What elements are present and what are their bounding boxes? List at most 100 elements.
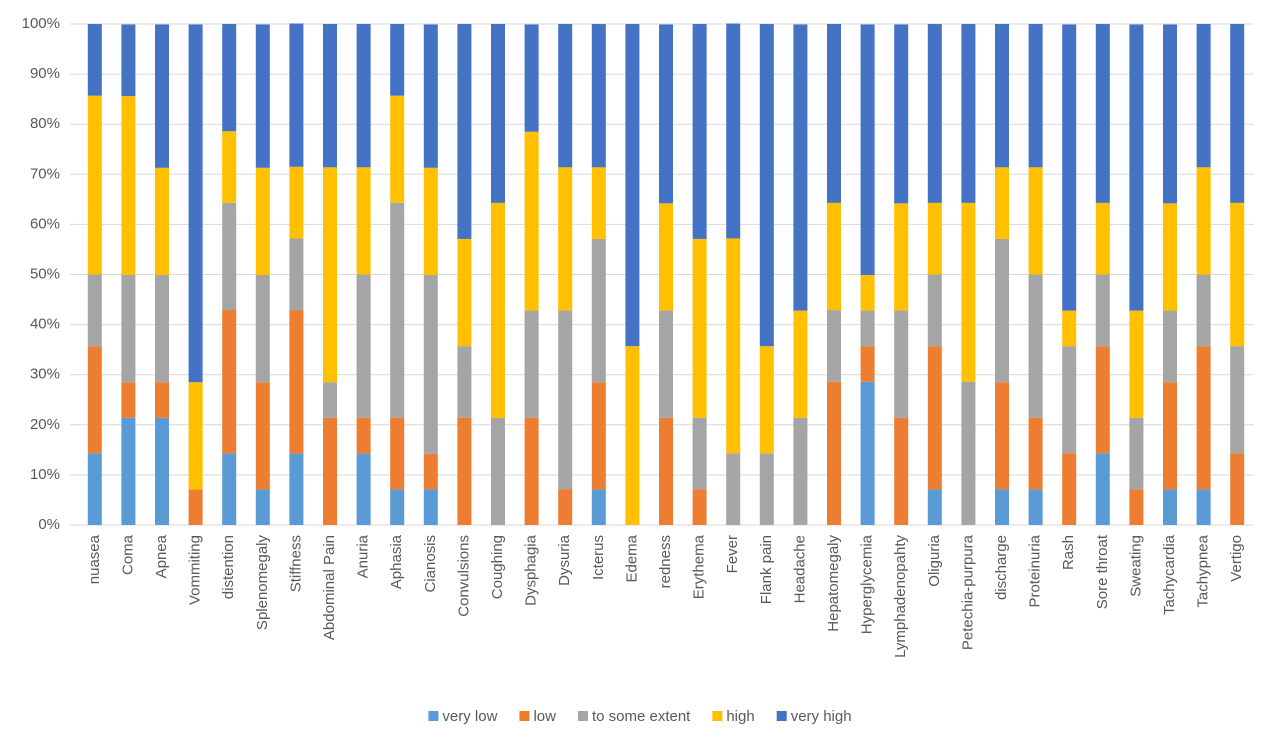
bar-segment [155,24,169,168]
bar-segment [1163,203,1177,311]
bar-segment [491,24,505,203]
bar-segment [121,275,136,383]
bar-segment [793,417,808,525]
bar-segment [289,310,304,454]
bar-segment [591,382,606,490]
x-tick-label: Dysphagia [523,534,540,606]
bar-segment [827,310,841,382]
legend-label: high [726,708,754,725]
bar-segment [625,24,640,347]
bar-segment [121,96,136,276]
bar-segment [121,417,136,525]
bar-segment [222,453,237,525]
bar-segment [759,346,774,454]
bar-segment [491,417,505,525]
bar-segment [692,24,707,239]
bar-segment [457,417,472,525]
y-tick-label: 30% [30,366,60,383]
bar-segment [1230,453,1245,525]
bar-segment [961,381,976,525]
bar-segment [995,489,1009,525]
bar-segment [524,417,539,525]
x-tick-label: Abdominal Pain [321,535,338,640]
legend-swatch [577,711,588,721]
bar-segment [255,382,270,490]
bar-segment [155,417,169,525]
bar-segment [995,167,1009,239]
bar-segment [759,24,774,347]
bar-segment [860,310,875,347]
legend-label: low [533,708,556,725]
bar-segment [222,202,237,311]
x-tick-label: Stiffness [287,535,304,592]
x-tick-label: Petechia-purpura [959,534,976,650]
bar-segment [323,417,337,525]
bar-segment [255,275,270,383]
x-tick-label: Splenomegaly [254,535,271,631]
bar-segment [1095,274,1110,347]
bar-segment [1028,167,1043,275]
bar-segment [255,24,270,168]
bar-segment [759,453,774,525]
bar-segment [323,24,337,168]
bar-segment [860,346,875,382]
bar-segment [1062,453,1077,525]
legend-label: very low [442,708,497,725]
bar-segment [390,417,405,490]
bar-segment [323,167,337,383]
bar-segment [390,202,405,418]
bar-segment [491,202,505,418]
bar-segment [558,489,573,525]
y-tick-label: 100% [22,15,60,32]
bar-segment [390,95,405,203]
bar-segment [423,24,438,168]
x-tick-label: Apnea [153,534,170,578]
bar-segment [1062,310,1077,347]
x-tick-label: Headache [791,535,808,603]
x-tick-label: Hepatomegaly [825,535,842,632]
x-tick-label: Vertigo [1228,535,1245,582]
bar-segment [793,310,808,418]
bar-segment [121,382,136,418]
x-tick-label: Oliguria [926,534,943,586]
bar-segment [827,202,841,311]
x-tick-label: Sore throat [1094,534,1111,609]
x-tick-label: Vommiting [187,535,204,605]
x-tick-label: Edema [623,534,640,582]
bar-segment [1095,346,1110,454]
x-tick-label: Icterus [590,535,607,580]
bar-segment [457,346,472,418]
bar-segment [289,453,304,525]
bar-segment [995,238,1009,383]
bar-segment [289,23,304,167]
bar-segment [927,24,942,203]
bar-segment [222,310,237,454]
bar-segment [1129,24,1144,311]
bar-segment [1230,346,1245,454]
bar-segment [1196,346,1211,490]
bar-segment [1062,346,1077,454]
x-tick-label: Convulsions [455,535,472,617]
bar-segment [87,95,102,275]
x-tick-label: Rash [1060,535,1077,570]
bar-segment [1163,310,1177,383]
y-tick-label: 20% [30,416,60,433]
bar-segment [659,417,673,525]
bar-segment [827,24,841,203]
bar-segment [793,24,808,311]
bar-segment [524,24,539,132]
legend-label: very high [791,708,852,725]
bar-segment [356,453,371,525]
bar-segment [356,167,371,275]
bar-segment [827,381,841,525]
x-tick-label: redness [657,535,674,588]
bar-segment [860,24,875,276]
x-tick-label: Lymphadenopahty [892,535,909,658]
bar-segment [1196,274,1211,347]
bar-segment [356,417,371,454]
bar-segment [927,202,942,275]
bar-segment [591,489,606,525]
bar-segment [289,238,304,311]
bar-segment [457,24,472,239]
